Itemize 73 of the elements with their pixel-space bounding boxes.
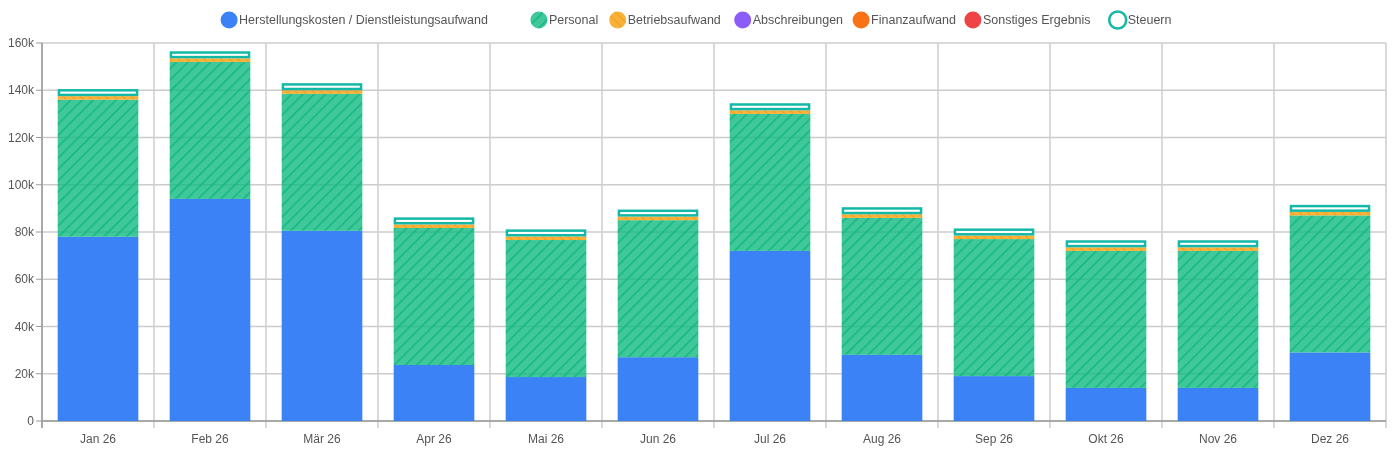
x-tick-label: Jun 26 <box>639 432 677 446</box>
bar <box>841 207 923 215</box>
bar <box>1177 387 1259 421</box>
bar <box>57 89 139 97</box>
bar <box>57 236 139 421</box>
legend-label: Finanzaufwand <box>871 13 956 28</box>
x-tick-label: Nov 26 <box>1198 432 1238 446</box>
x-tick-label: Sep 26 <box>974 432 1014 446</box>
bar <box>169 61 251 199</box>
x-tick-label: Okt 26 <box>1088 432 1124 446</box>
bar <box>1065 240 1147 248</box>
y-tick-label: 40k <box>14 319 35 334</box>
x-tick-label: Aug 26 <box>862 432 902 446</box>
x-tick-label: Feb 26 <box>191 432 230 446</box>
bar <box>1289 352 1371 421</box>
bar <box>1177 240 1259 248</box>
bar <box>1177 250 1259 388</box>
y-tick-label: 80k <box>14 225 35 240</box>
bar <box>1065 247 1147 251</box>
bar <box>1177 247 1259 251</box>
bar <box>505 229 587 237</box>
x-tick-label: Dez 26 <box>1310 432 1350 446</box>
x-tick-label: Mär 26 <box>303 432 341 446</box>
y-tick-label: 100k <box>7 177 35 192</box>
bar <box>1065 387 1147 421</box>
bar <box>281 83 363 91</box>
bar <box>505 240 587 378</box>
bar <box>1289 215 1371 353</box>
bar <box>57 99 139 237</box>
bar <box>393 365 475 421</box>
bar <box>57 96 139 100</box>
bar <box>953 239 1035 377</box>
bar <box>841 214 923 218</box>
y-tick-label: 140k <box>7 83 35 98</box>
bar <box>841 217 923 355</box>
legend-label: Personal <box>548 13 599 28</box>
bar <box>953 228 1035 236</box>
bar <box>169 198 251 421</box>
bar <box>729 250 811 421</box>
bar <box>281 93 363 231</box>
x-tick-label: Mai 26 <box>527 432 565 446</box>
bar <box>393 224 475 228</box>
x-tick-label: Jul 26 <box>753 432 787 446</box>
bar <box>617 357 699 421</box>
y-tick-label: 120k <box>7 130 35 145</box>
bar <box>169 51 251 59</box>
bar <box>393 217 475 225</box>
bar <box>729 113 811 251</box>
legend-label: Betriebsaufwand <box>627 13 721 28</box>
legend-label: Steuern <box>1127 13 1172 28</box>
legend-label: Herstellungskosten / Dienstleistungsaufwand <box>239 13 488 28</box>
bar <box>617 220 699 358</box>
legend-label: Abschreibungen <box>752 13 844 28</box>
bar <box>281 230 363 421</box>
legend-label: Sonstiges Ergebnis <box>982 13 1091 28</box>
x-tick-label: Jan 26 <box>79 432 117 446</box>
x-tick-label: Apr 26 <box>416 432 452 446</box>
y-tick-label: 0 <box>27 414 35 429</box>
y-tick-label: 20k <box>14 366 35 381</box>
bar <box>393 227 475 366</box>
y-tick-label: 160k <box>7 36 35 51</box>
bar <box>1289 204 1371 212</box>
bar <box>729 103 811 111</box>
y-tick-label: 60k <box>14 272 35 287</box>
bar <box>505 236 587 241</box>
bar <box>729 110 811 114</box>
bar <box>169 58 251 62</box>
bar <box>1065 250 1147 388</box>
bar <box>617 209 699 217</box>
bar <box>505 377 587 421</box>
bar <box>281 90 363 94</box>
bar <box>841 354 923 421</box>
bar <box>953 376 1035 421</box>
